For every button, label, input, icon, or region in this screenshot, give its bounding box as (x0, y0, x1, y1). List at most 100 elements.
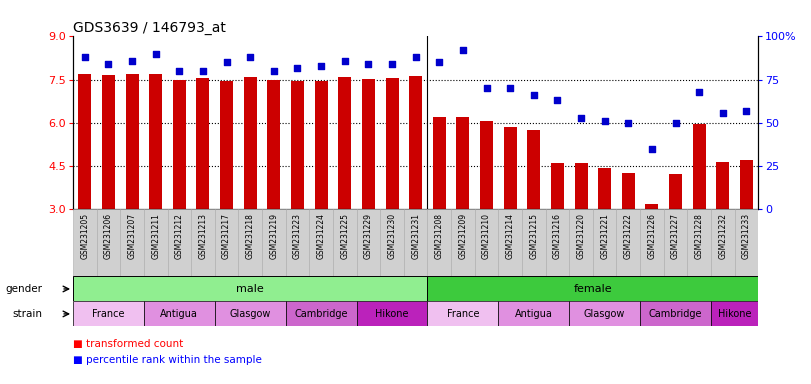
Bar (238, 209, 262, 276)
Point (574, 115, 587, 121)
Bar (380, 209, 404, 276)
Bar (640, 301, 711, 326)
Point (527, 92, 540, 98)
Text: male: male (236, 284, 264, 294)
Point (291, 65, 304, 71)
Bar (404, 209, 427, 276)
Text: Hikone: Hikone (718, 309, 752, 319)
Bar (498, 209, 522, 276)
Bar (191, 209, 215, 276)
Text: Cambridge: Cambridge (649, 309, 702, 319)
Text: GSM231230: GSM231230 (388, 213, 397, 259)
Text: GSM231228: GSM231228 (695, 213, 704, 258)
Text: GSM231211: GSM231211 (151, 213, 161, 258)
Bar (357, 301, 427, 326)
Bar (385, 78, 398, 209)
Bar (120, 209, 144, 276)
Bar (693, 124, 706, 209)
Bar (546, 209, 569, 276)
Point (362, 61, 375, 67)
Bar (427, 301, 498, 326)
Point (79, 54, 92, 60)
Point (385, 61, 398, 67)
Text: GDS3639 / 146793_at: GDS3639 / 146793_at (73, 22, 226, 35)
Bar (451, 209, 474, 276)
Text: Cambridge: Cambridge (294, 309, 348, 319)
Point (669, 120, 682, 126)
Point (410, 54, 423, 60)
Point (504, 85, 517, 91)
Bar (285, 209, 309, 276)
Text: GSM231232: GSM231232 (719, 213, 727, 259)
Text: GSM231231: GSM231231 (411, 213, 420, 259)
Bar (711, 209, 735, 276)
Bar (735, 209, 758, 276)
Text: GSM231205: GSM231205 (80, 213, 89, 259)
Bar (220, 81, 233, 209)
Bar (73, 276, 427, 301)
Bar (315, 81, 328, 209)
Point (244, 54, 257, 60)
Text: Antigua: Antigua (161, 309, 198, 319)
Bar (569, 209, 593, 276)
Text: France: France (92, 309, 125, 319)
Text: GSM231219: GSM231219 (269, 213, 278, 259)
Text: GSM231210: GSM231210 (482, 213, 491, 259)
Text: GSM231216: GSM231216 (553, 213, 562, 259)
Bar (338, 78, 351, 209)
Bar (427, 276, 758, 301)
Bar (711, 301, 758, 326)
Text: GSM231220: GSM231220 (577, 213, 586, 259)
Bar (126, 74, 139, 209)
Bar (149, 74, 162, 209)
Text: GSM231229: GSM231229 (364, 213, 373, 259)
Bar (669, 174, 682, 209)
Bar (409, 76, 423, 209)
Bar (268, 80, 281, 209)
Text: GSM231225: GSM231225 (341, 213, 350, 259)
Bar (144, 209, 168, 276)
Bar (640, 209, 663, 276)
Point (433, 60, 446, 66)
Point (338, 58, 351, 64)
Text: GSM231209: GSM231209 (458, 213, 467, 259)
Bar (427, 209, 451, 276)
Text: GSM231214: GSM231214 (506, 213, 515, 259)
Text: GSM231233: GSM231233 (742, 213, 751, 259)
Text: GSM231206: GSM231206 (104, 213, 113, 259)
Bar (593, 209, 616, 276)
Text: GSM231227: GSM231227 (671, 213, 680, 259)
Bar (262, 209, 285, 276)
Bar (569, 301, 640, 326)
Bar (79, 74, 92, 209)
Text: GSM231212: GSM231212 (175, 213, 184, 258)
Bar (196, 78, 209, 209)
Point (740, 108, 753, 114)
Text: female: female (573, 284, 612, 294)
Text: France: France (447, 309, 479, 319)
Bar (285, 301, 357, 326)
Point (622, 120, 635, 126)
Text: strain: strain (12, 309, 42, 319)
Bar (333, 209, 357, 276)
Bar (740, 160, 753, 209)
Bar (616, 209, 640, 276)
Point (457, 47, 470, 53)
Bar (522, 209, 546, 276)
Point (693, 89, 706, 95)
Point (646, 146, 659, 152)
Bar (457, 117, 470, 209)
Bar (480, 121, 493, 209)
Bar (73, 209, 97, 276)
Point (716, 109, 729, 116)
Text: GSM231221: GSM231221 (600, 213, 609, 258)
Bar (309, 209, 333, 276)
Text: GSM231213: GSM231213 (199, 213, 208, 259)
Point (220, 60, 233, 66)
Point (599, 118, 611, 124)
Bar (527, 130, 540, 209)
Text: ■ transformed count: ■ transformed count (73, 339, 183, 349)
Bar (244, 78, 257, 209)
Text: GSM231222: GSM231222 (624, 213, 633, 258)
Point (196, 68, 209, 74)
